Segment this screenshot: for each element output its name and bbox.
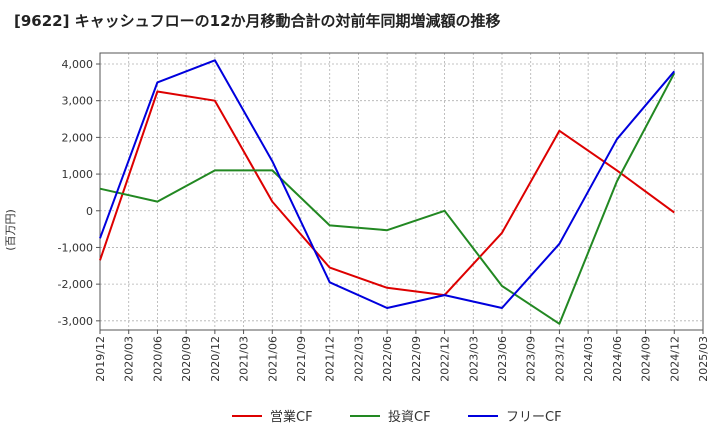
y-tick-label: 3,000 — [62, 95, 94, 108]
x-tick-label: 2022/09 — [410, 336, 423, 382]
x-tick-label: 2021/06 — [266, 336, 279, 382]
y-tick-label: 0 — [86, 205, 93, 218]
y-tick-label: -2,000 — [58, 278, 93, 291]
x-tick-label: 2019/12 — [94, 336, 107, 382]
legend-label: フリーCF — [506, 410, 562, 425]
y-tick-label: 1,000 — [62, 168, 94, 181]
y-tick-label: 4,000 — [62, 58, 94, 71]
x-tick-label: 2023/09 — [525, 336, 538, 382]
x-tick-label: 2024/12 — [668, 336, 681, 382]
x-tick-label: 2021/09 — [295, 336, 308, 382]
x-tick-label: 2023/12 — [553, 336, 566, 382]
x-tick-label: 2020/12 — [209, 336, 222, 382]
x-tick-label: 2020/06 — [151, 336, 164, 382]
x-tick-label: 2021/12 — [324, 336, 337, 382]
y-tick-label: -1,000 — [58, 241, 93, 254]
x-tick-label: 2023/03 — [467, 336, 480, 382]
series-line — [99, 90, 675, 297]
plot-border — [99, 52, 704, 331]
series-line — [99, 59, 676, 309]
x-tick-label: 2024/09 — [640, 336, 653, 382]
series-line — [99, 72, 676, 325]
x-tick-label: 2022/06 — [381, 336, 394, 382]
x-tick-label: 2022/03 — [352, 336, 365, 382]
x-tick-label: 2024/06 — [611, 336, 624, 382]
x-tick-label: 2025/03 — [697, 336, 710, 382]
x-tick-label: 2020/03 — [123, 336, 136, 382]
legend-label: 投資CF — [388, 409, 431, 425]
y-tick-label: -3,000 — [58, 315, 93, 328]
x-tick-label: 2023/06 — [496, 336, 509, 382]
x-tick-label: 2024/03 — [582, 336, 595, 382]
x-tick-label: 2022/12 — [439, 336, 452, 382]
y-tick-label: 2,000 — [62, 131, 94, 144]
chart-title: [9622] キャッシュフローの12か月移動合計の対前年同期増減額の推移 — [14, 12, 501, 30]
x-tick-label: 2020/09 — [180, 336, 193, 382]
x-tick-label: 2021/03 — [238, 336, 251, 382]
legend-label: 営業CF — [270, 409, 313, 425]
